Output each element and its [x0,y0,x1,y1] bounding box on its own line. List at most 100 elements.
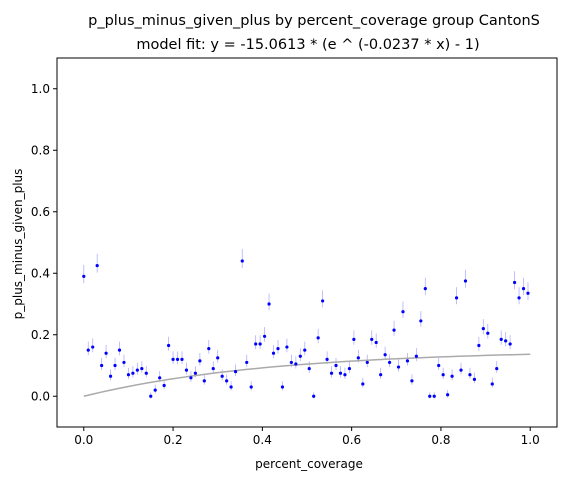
data-point [396,365,401,369]
data-point [91,345,95,349]
data-point [419,319,423,323]
data-point [175,357,180,361]
data-point [211,366,215,371]
data-point [468,373,472,377]
data-point [441,373,445,377]
x-tick-label: 0.2 [164,433,183,447]
data-point [240,259,244,263]
data-point [303,348,307,352]
data-point [338,371,343,375]
errorbar-group [83,249,529,399]
data-point [347,366,352,371]
y-tick-label: 0.8 [31,143,50,157]
data-point [334,363,338,368]
data-point [387,360,392,365]
plot-area [82,249,531,399]
data-point [410,379,414,383]
x-tick-label: 0.0 [74,433,93,447]
x-tick-label: 0.4 [253,433,272,447]
x-tick-label: 1.0 [521,433,540,447]
data-point [512,280,517,285]
data-point [254,342,258,346]
data-point [122,360,126,365]
fit-line [83,353,531,397]
data-point [361,382,365,386]
x-axis-label: percent_coverage [255,457,363,471]
data-point [82,274,86,278]
y-axis: 0.0 0.2 0.4 0.6 0.8 1.0 [31,82,57,403]
data-point [184,368,189,372]
data-point [454,296,459,300]
data-point [149,394,153,398]
data-point [207,346,211,351]
data-point [481,327,485,331]
y-axis-label: p_plus_minus_given_plus [11,169,25,320]
data-point [167,343,171,348]
data-point [428,394,432,398]
data-point [463,279,468,283]
data-point [298,354,302,358]
plot-frame [56,57,558,428]
data-point [229,385,233,389]
data-point [193,371,197,375]
data-point [365,360,369,365]
data-point [262,334,267,338]
data-point [459,368,463,372]
data-point [521,287,526,291]
y-tick-label: 0.4 [31,266,50,280]
data-point [517,296,521,300]
point-group [82,259,530,398]
data-point [437,363,441,368]
data-point [499,337,503,341]
y-tick-label: 0.2 [31,328,50,342]
data-point [131,371,135,375]
data-point [446,393,450,397]
data-point [414,354,418,358]
data-point [144,371,148,375]
y-tick-label: 1.0 [31,82,50,96]
data-point [423,287,427,291]
data-point [216,356,220,360]
data-point [245,360,249,365]
data-point [294,362,298,366]
data-point [276,346,280,351]
data-point [86,348,90,352]
y-tick-label: 0.0 [31,389,50,403]
data-point [271,351,276,355]
data-point [249,385,253,389]
data-point [321,299,325,303]
data-point [504,339,508,343]
data-point [312,394,316,398]
data-point [171,357,175,361]
data-point [158,376,162,380]
data-point [258,342,262,346]
data-point [189,376,193,380]
data-point [95,263,99,268]
data-point [374,340,378,345]
data-point [289,360,293,365]
data-point [153,388,157,392]
data-point [379,373,383,377]
data-point [370,337,374,341]
data-point [280,385,285,389]
data-point [486,331,490,335]
data-point [140,366,144,371]
x-tick-label: 0.8 [431,433,450,447]
data-point [508,342,512,346]
chart-subtitle: model fit: y = -15.0613 * (e ^ (-0.0237 … [136,37,479,53]
data-point [220,374,224,378]
data-point [162,383,166,388]
data-point [285,345,289,349]
data-point [108,374,113,378]
data-point [117,348,122,352]
data-point [104,351,108,355]
data-point [113,363,117,368]
chart-title: p_plus_minus_given_plus by percent_cover… [88,13,540,29]
x-tick-label: 0.6 [342,433,361,447]
data-point [329,371,334,375]
data-point [180,357,184,361]
data-point [325,357,329,361]
data-point [198,359,202,363]
data-point [307,366,311,371]
